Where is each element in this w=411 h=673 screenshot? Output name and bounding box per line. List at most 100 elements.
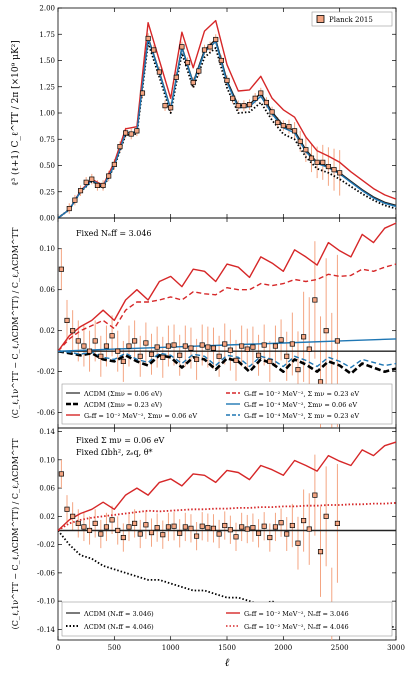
data-point bbox=[263, 99, 269, 106]
data-point bbox=[77, 188, 84, 194]
y-tick-label: 0.75 bbox=[39, 136, 55, 144]
panel-bot-annotation-0: Fixed Σ mν = 0.06 eV bbox=[76, 436, 165, 445]
data-point bbox=[267, 534, 273, 541]
data-point bbox=[81, 524, 87, 530]
panel-mid-content: -0.06 -0.02 0.02 0.06 0.10 bbox=[37, 218, 397, 428]
legend-bot-box bbox=[61, 601, 393, 637]
legend-top-marker bbox=[316, 15, 325, 23]
data-point bbox=[258, 90, 264, 96]
data-point bbox=[301, 334, 307, 340]
y-tick-label: -0.10 bbox=[37, 598, 55, 606]
panel-bot: -0.14 -0.10 -0.06 -0.02 0.02 0.06 0.10 0.14 0 500… bbox=[11, 427, 405, 669]
data-point bbox=[100, 182, 106, 189]
data-point bbox=[267, 358, 273, 364]
data-point bbox=[235, 103, 241, 109]
data-point bbox=[194, 533, 200, 539]
data-point bbox=[284, 531, 290, 537]
panel-bot-annotation-1: Fixed Ωbh², zₑq, θ* bbox=[76, 448, 153, 457]
y-tick-label: 1.25 bbox=[39, 83, 55, 91]
data-point bbox=[98, 353, 104, 359]
data-point bbox=[272, 343, 278, 349]
plot-area bbox=[58, 441, 396, 640]
y-tick-label: 1.50 bbox=[39, 57, 55, 65]
data-point bbox=[239, 524, 245, 530]
data-point bbox=[213, 36, 219, 43]
data-point bbox=[284, 353, 290, 359]
data-point bbox=[210, 525, 217, 531]
data-point bbox=[151, 47, 157, 53]
data-point bbox=[139, 90, 146, 96]
y-tick-label: 0.14 bbox=[39, 428, 55, 436]
data-point bbox=[92, 338, 98, 344]
legend-mid: ΛCDM (Σmν = 0.06 eV) Gₑff = 10⁻² MeV⁻², … bbox=[61, 383, 393, 425]
data-point bbox=[103, 524, 109, 530]
legend-top-box bbox=[311, 11, 393, 27]
data-point bbox=[255, 352, 262, 358]
data-point bbox=[317, 549, 324, 555]
data-point bbox=[94, 182, 100, 189]
y-tick-label: 0.10 bbox=[39, 245, 55, 253]
x-tick-label: 500 bbox=[108, 644, 121, 652]
data-point bbox=[64, 506, 70, 512]
data-point bbox=[334, 520, 340, 526]
series-line bbox=[58, 41, 396, 218]
panel-mid-annotation: Fixed Nₑff = 3.046 bbox=[76, 229, 152, 238]
data-point bbox=[160, 532, 166, 538]
data-point bbox=[278, 337, 284, 343]
data-point bbox=[106, 173, 112, 179]
data-point bbox=[286, 124, 292, 130]
data-point bbox=[312, 492, 318, 498]
data-point bbox=[98, 531, 104, 537]
legend-mid-label-0: ΛCDM (Σmν = 0.06 eV) bbox=[83, 390, 163, 398]
data-point bbox=[185, 60, 191, 66]
y-tick-label: 0.02 bbox=[39, 513, 55, 521]
data-point bbox=[137, 353, 143, 359]
x-tick-label: 2500 bbox=[331, 644, 349, 652]
data-point bbox=[177, 352, 183, 358]
data-point bbox=[115, 348, 121, 354]
data-point bbox=[92, 520, 98, 526]
data-point bbox=[75, 520, 81, 526]
data-point bbox=[233, 534, 239, 540]
data-point bbox=[162, 103, 168, 109]
data-point bbox=[289, 522, 295, 529]
data-point bbox=[323, 328, 329, 334]
data-point bbox=[182, 343, 188, 349]
data-point bbox=[115, 527, 121, 534]
data-point bbox=[297, 138, 303, 144]
legend-mid-label-2: ΛCDM (Σmν = 0.23 eV) bbox=[83, 401, 163, 409]
data-point bbox=[168, 105, 174, 111]
data-point bbox=[188, 345, 194, 351]
x-tick-label: 2000 bbox=[274, 644, 292, 652]
data-point bbox=[70, 328, 76, 334]
data-point bbox=[244, 526, 250, 532]
data-point bbox=[145, 35, 151, 42]
data-point bbox=[64, 317, 70, 323]
series-line bbox=[58, 502, 396, 532]
data-point bbox=[306, 526, 312, 532]
data-point bbox=[241, 103, 247, 109]
data-point bbox=[325, 164, 331, 170]
data-point bbox=[182, 524, 188, 530]
data-point bbox=[132, 338, 138, 344]
data-point bbox=[323, 513, 329, 519]
data-point bbox=[58, 266, 64, 272]
data-point bbox=[306, 346, 312, 352]
data-point bbox=[244, 346, 250, 352]
data-point bbox=[165, 524, 171, 530]
x-tick-label: 1000 bbox=[162, 644, 180, 652]
legend-top: Planck 2015 bbox=[311, 11, 393, 27]
data-point bbox=[173, 74, 179, 80]
data-point bbox=[314, 159, 320, 165]
legend-top-label: Planck 2015 bbox=[329, 16, 373, 24]
y-tick-label: 0.06 bbox=[39, 286, 55, 294]
y-tick-label: 0.00 bbox=[39, 215, 55, 223]
data-point bbox=[272, 524, 278, 530]
data-point bbox=[137, 531, 143, 537]
data-point bbox=[334, 338, 340, 344]
data-point bbox=[171, 342, 177, 348]
data-point bbox=[154, 344, 160, 350]
data-point bbox=[246, 102, 253, 108]
data-point bbox=[252, 95, 258, 101]
y-tick-label: 0.10 bbox=[39, 456, 55, 464]
